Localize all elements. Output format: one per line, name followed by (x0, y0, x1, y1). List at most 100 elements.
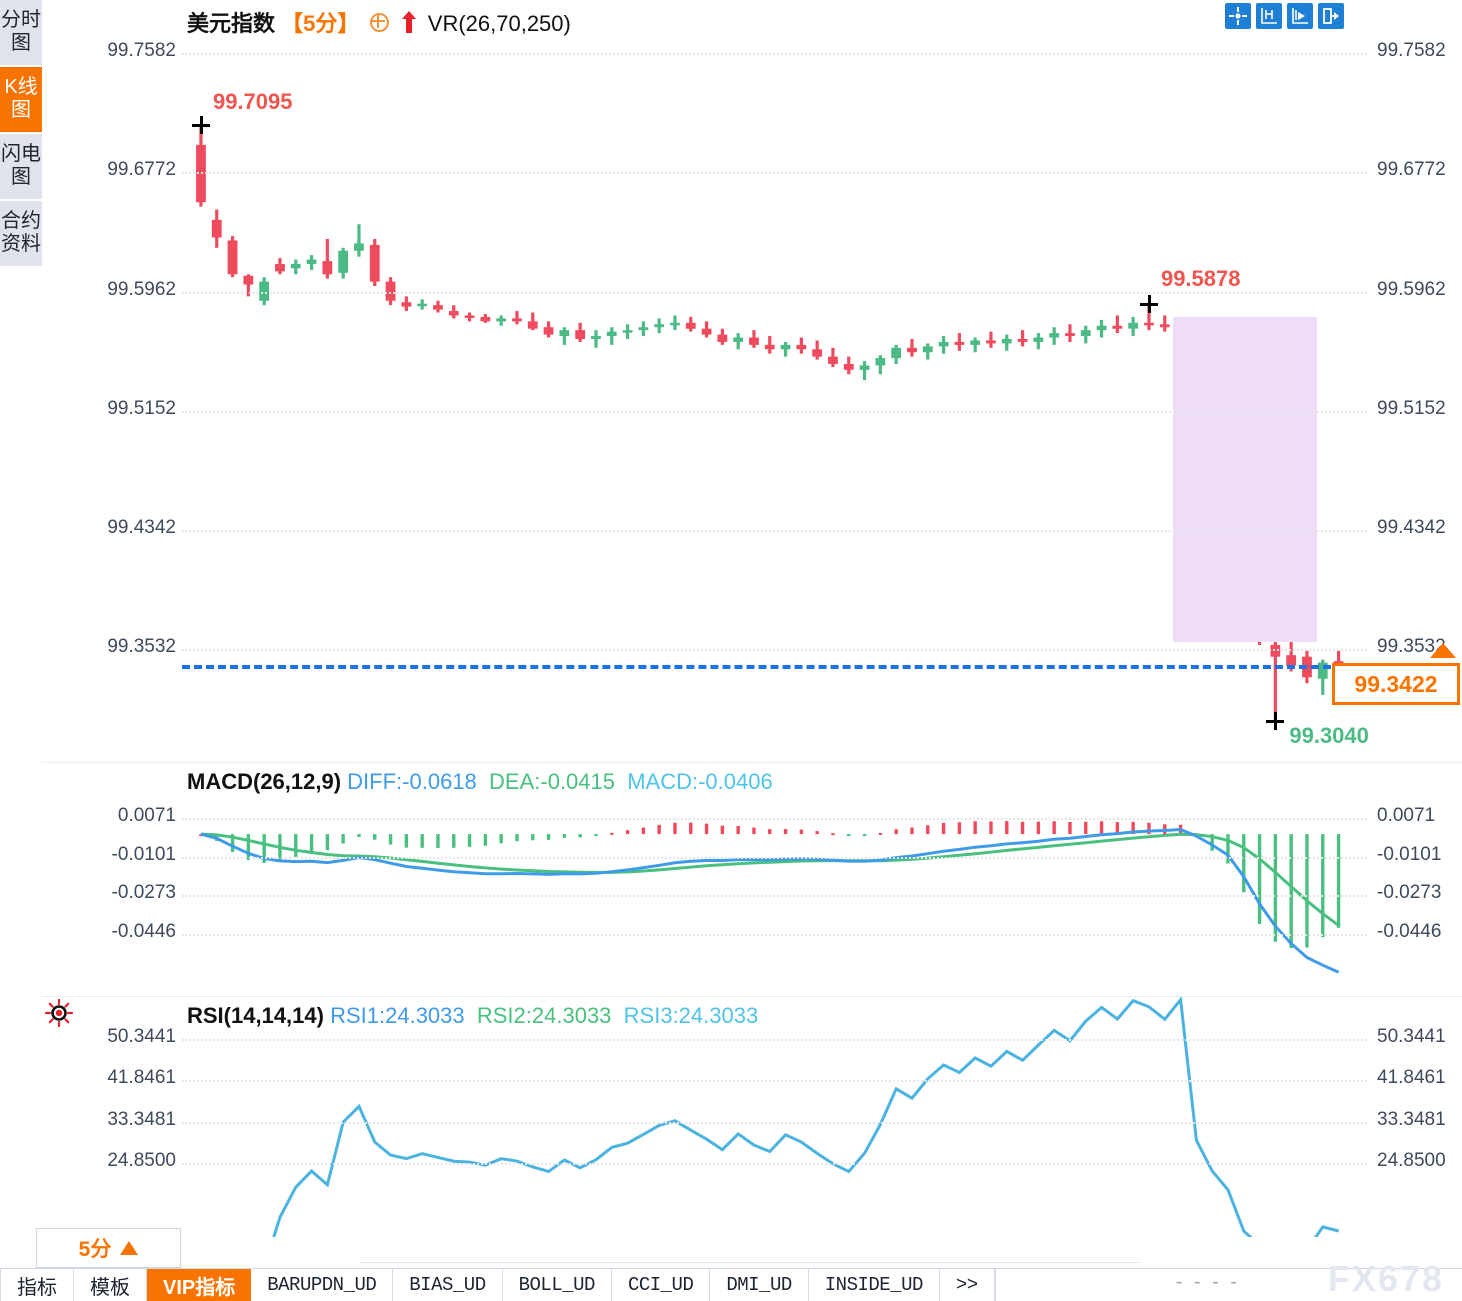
axis-tick: 99.5962 (107, 278, 176, 300)
macd-pane[interactable]: MACD(26,12,9) DIFF:-0.0618 DEA:-0.0415 M… (42, 762, 1462, 995)
axis-tick: 99.4342 (107, 516, 176, 538)
price-pane-header: 美元指数 【5分】 VR(26,70,250) (187, 6, 571, 39)
expand-tool-icon[interactable] (1318, 3, 1344, 29)
tab-label: VIP指标 (163, 1276, 236, 1299)
price-extreme-label: 99.5878 (1160, 265, 1241, 291)
tab-label: BIAS_UD (409, 1274, 486, 1296)
sidebar-item-kline[interactable]: K线图 (0, 67, 42, 134)
tab-barupdn-ud[interactable]: BARUPDN_UD (251, 1269, 394, 1301)
axis-tick: -0.0446 (1377, 920, 1442, 942)
extreme-marker-icon (1139, 294, 1158, 313)
scroll-dashes: - - - - (1175, 1271, 1241, 1293)
axis-tick: 33.3481 (1377, 1108, 1446, 1130)
tab-more[interactable]: >> (940, 1269, 995, 1301)
gridline (182, 933, 1367, 936)
tab-bias-ud[interactable]: BIAS_UD (393, 1269, 503, 1301)
timeframe-button[interactable]: 5分 (36, 1228, 181, 1268)
tab-label: 指标 (17, 1276, 57, 1299)
sidebar-label: 合约资料 (1, 210, 41, 255)
macd-diff-label: DIFF:-0.0618 (347, 769, 477, 794)
axis-tick: 41.8461 (107, 1067, 176, 1089)
timeframe-label: 【5分】 (281, 11, 360, 36)
tab-muban[interactable]: 模板 (74, 1269, 147, 1301)
gridline (182, 1163, 1367, 1166)
tab-label: 模板 (90, 1276, 130, 1299)
rsi3-label: RSI3:24.3033 (623, 1003, 759, 1028)
rsi2-label: RSI2:24.3033 (476, 1003, 612, 1028)
axis-tick: 99.5152 (107, 397, 176, 419)
axis-tick: 0.0071 (1377, 805, 1436, 827)
axis-tick: -0.0273 (111, 882, 176, 904)
tab-inside-ud[interactable]: INSIDE_UD (809, 1269, 940, 1301)
tab-vip-indicators[interactable]: VIP指标 (147, 1269, 252, 1301)
gridline (182, 1039, 1367, 1041)
price-extreme-label: 99.7095 (212, 88, 293, 114)
gridline (182, 172, 1367, 175)
axis-tick: -0.0273 (1377, 882, 1442, 904)
axis-tick: 33.3481 (107, 1108, 176, 1130)
watermark: FX678 (1327, 1258, 1444, 1299)
axis-tick: 99.5962 (1377, 278, 1446, 300)
sidebar-label: K线图 (4, 76, 38, 121)
price-plot[interactable] (182, 0, 1367, 760)
axis-tick: 99.7582 (1377, 40, 1446, 62)
sidebar-item-timeshare[interactable]: 分时图 (0, 0, 42, 67)
gridline (182, 818, 1367, 821)
crosshair-circle-icon[interactable] (369, 13, 389, 32)
tab-dmi-ud[interactable]: DMI_UD (710, 1269, 809, 1301)
axis-tick: 0.0071 (117, 805, 176, 827)
sidebar-item-contract[interactable]: 合约资料 (0, 201, 42, 268)
last-price-box[interactable]: 99.3422 (1332, 663, 1460, 706)
last-price-arrow-icon (1430, 643, 1456, 659)
sidebar-label: 闪电图 (1, 143, 41, 188)
tab-boll-ud[interactable]: BOLL_UD (503, 1269, 612, 1301)
tab-label: DMI_UD (726, 1274, 792, 1296)
zoom-tool-icon[interactable] (1287, 3, 1313, 29)
symbol-title: 美元指数 (187, 11, 276, 36)
price-extreme-label: 99.3040 (1289, 723, 1369, 749)
last-price-value: 99.3422 (1354, 670, 1438, 697)
triangle-up-icon (120, 1241, 139, 1255)
axis-tick: -0.0101 (1377, 843, 1442, 865)
measure-tool-icon[interactable] (1256, 3, 1282, 29)
rsi-title: RSI(14,14,14) (187, 1003, 324, 1028)
rsi1-label: RSI1:24.3033 (330, 1003, 465, 1028)
tab-label: CCI_UD (627, 1274, 694, 1296)
pane-divider (360, 1262, 1140, 1263)
axis-tick: 50.3441 (107, 1026, 176, 1047)
tab-overflow-area: - - - - (994, 1269, 1462, 1301)
tab-zhibiao[interactable]: 指标 (0, 1269, 74, 1301)
tab-label: >> (955, 1274, 978, 1296)
axis-tick: 99.5152 (1377, 397, 1446, 419)
gridline (182, 895, 1367, 898)
crosshair-tool-icon[interactable] (1225, 3, 1251, 29)
rsi-plot[interactable] (182, 997, 1367, 1237)
rsi-header: RSI(14,14,14) RSI1:24.3033 RSI2:24.3033 … (187, 1003, 758, 1029)
indicator-label: VR(26,70,250) (427, 11, 571, 36)
last-price-line (182, 665, 1367, 670)
chart-area: 美元指数 【5分】 VR(26,70,250) (42, 0, 1462, 1250)
gridline (182, 1121, 1367, 1124)
axis-tick: 99.3532 (1377, 636, 1446, 658)
axis-tick: 50.3441 (1377, 1026, 1446, 1047)
rsi-pane[interactable]: RSI(14,14,14) RSI1:24.3033 RSI2:24.3033 … (42, 996, 1462, 1237)
axis-tick: 99.3532 (107, 636, 176, 658)
tab-label: BOLL_UD (518, 1274, 596, 1296)
rsi-series (272, 997, 1339, 1237)
axis-tick: 99.6772 (1377, 159, 1446, 181)
up-arrow-icon (401, 11, 417, 39)
gridline (182, 1080, 1367, 1083)
axis-tick: 24.8500 (107, 1150, 176, 1172)
tab-cci-ud[interactable]: CCI_UD (612, 1269, 711, 1301)
macd-plot[interactable] (182, 763, 1367, 995)
sun-settings-icon[interactable] (44, 998, 74, 1028)
macd-macd-label: MACD:-0.0406 (627, 769, 773, 794)
gridline (182, 410, 1367, 413)
price-pane[interactable]: 美元指数 【5分】 VR(26,70,250) (42, 0, 1462, 760)
sidebar-item-flash[interactable]: 闪电图 (0, 134, 42, 201)
tab-label: INSIDE_UD (824, 1274, 924, 1296)
selection-rectangle[interactable] (1173, 316, 1318, 642)
axis-tick: 99.6772 (107, 159, 176, 181)
bottom-tab-bar: 指标 模板 VIP指标 BARUPDN_UD BIAS_UD BOLL_UD C… (0, 1268, 1462, 1301)
axis-tick: 99.4342 (1377, 516, 1446, 538)
